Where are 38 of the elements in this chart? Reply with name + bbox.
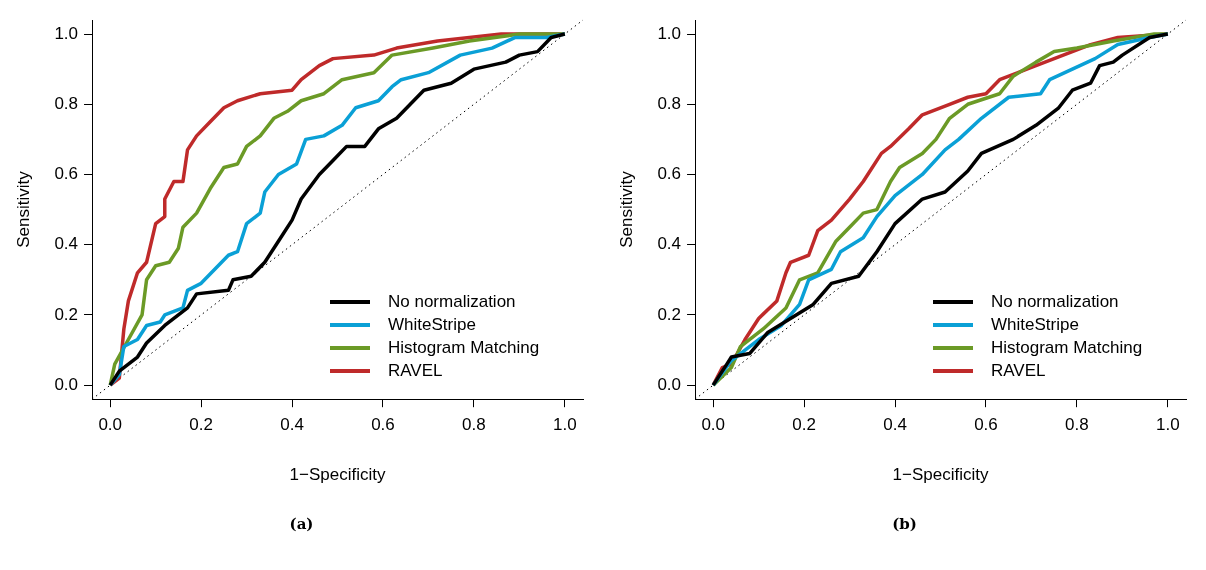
x-tick-label: 0.2 (792, 415, 816, 435)
x-tick-label: 0.0 (98, 415, 123, 435)
y-tick-label: 0.2 (657, 304, 682, 324)
x-axis-title: 1−Specificity (289, 465, 386, 485)
x-tick-label: 0.6 (371, 415, 395, 435)
x-tick-label: 0.0 (701, 415, 726, 435)
y-tick-label: 0.2 (54, 304, 79, 324)
legend-label: WhiteStripe (388, 314, 476, 336)
x-tick-label: 0.8 (462, 415, 486, 435)
x-axis-title: 1−Specificity (892, 465, 989, 485)
legend-label: No normalization (388, 291, 516, 313)
y-tick-label: 0.6 (657, 164, 682, 184)
y-tick-label: 0.0 (657, 374, 682, 394)
x-tick-label: 0.6 (974, 415, 998, 435)
x-tick-label: 0.2 (189, 415, 213, 435)
legend-label: WhiteStripe (991, 314, 1079, 336)
text: (a) (288, 515, 315, 533)
x-tick-label: 0.4 (280, 415, 304, 435)
legend-label: RAVEL (388, 360, 443, 382)
legend-label: Histogram Matching (388, 337, 540, 359)
y-axis-title: Sensitivity (13, 170, 33, 248)
y-tick-label: 0.4 (54, 234, 79, 254)
x-tick-label: 1.0 (1156, 415, 1180, 435)
y-tick-label: 0.4 (657, 234, 682, 254)
y-tick-label: 0.6 (54, 164, 79, 184)
x-tick-label: 1.0 (553, 415, 577, 435)
y-axis-title: Sensitivity (616, 170, 636, 248)
text: (b) (891, 515, 918, 533)
y-tick-label: 1.0 (657, 23, 682, 43)
x-tick-label: 0.8 (1065, 415, 1089, 435)
legend-label: No normalization (991, 291, 1119, 313)
y-tick-label: 0.8 (54, 93, 79, 113)
legend-label: Histogram Matching (991, 337, 1143, 359)
y-tick-label: 0.8 (657, 93, 682, 113)
y-tick-label: 1.0 (54, 23, 79, 43)
x-tick-label: 0.4 (883, 415, 907, 435)
y-tick-label: 0.0 (54, 374, 79, 394)
legend-label: RAVEL (991, 360, 1046, 382)
